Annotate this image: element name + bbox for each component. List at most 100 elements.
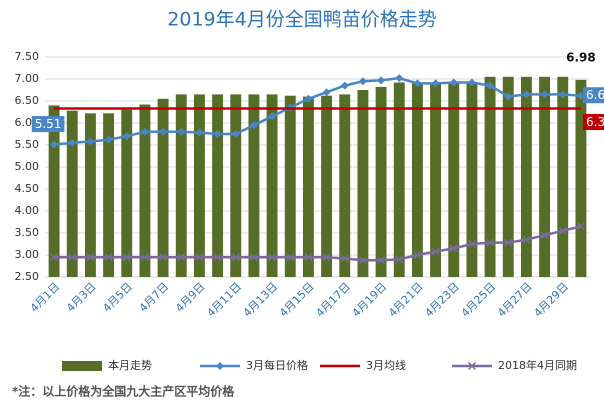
marker xyxy=(268,112,277,121)
marker xyxy=(231,130,240,138)
marker xyxy=(467,361,477,371)
y-tick-label: 2.50 xyxy=(15,270,40,283)
marker xyxy=(522,90,531,99)
y-tick-label: 3.00 xyxy=(15,248,40,261)
marker xyxy=(213,130,222,138)
data-label: 5.51 xyxy=(35,117,62,131)
marker xyxy=(377,256,386,265)
marker xyxy=(395,255,404,264)
bar xyxy=(302,96,314,277)
marker xyxy=(467,78,476,87)
bar xyxy=(248,94,260,278)
bar xyxy=(84,113,96,277)
bar xyxy=(557,76,569,277)
bar xyxy=(339,94,351,278)
y-tick-label: 5.00 xyxy=(15,160,40,173)
marker xyxy=(304,253,313,262)
marker xyxy=(340,81,349,90)
data-label: 6.62 xyxy=(586,88,604,102)
marker xyxy=(413,250,422,260)
bar xyxy=(284,95,296,277)
y-tick-label: 6.50 xyxy=(15,94,40,107)
bar xyxy=(375,86,387,277)
bar xyxy=(121,109,133,277)
bar xyxy=(502,76,514,277)
bar xyxy=(266,94,278,278)
marker xyxy=(540,90,549,99)
marker xyxy=(322,88,331,97)
marker xyxy=(286,253,295,262)
bar xyxy=(448,82,460,278)
bar xyxy=(321,95,333,277)
marker xyxy=(249,253,258,262)
marker xyxy=(540,231,549,240)
marker xyxy=(140,127,149,136)
marker xyxy=(449,78,458,87)
bar xyxy=(157,98,169,277)
bar xyxy=(103,113,115,277)
bar xyxy=(466,82,478,278)
marker xyxy=(358,256,367,265)
bar xyxy=(575,79,587,277)
marker xyxy=(140,253,149,262)
marker xyxy=(159,127,168,136)
bar xyxy=(230,94,242,278)
marker xyxy=(358,77,367,86)
marker xyxy=(195,128,204,137)
data-label: 6.98 xyxy=(566,50,596,64)
y-tick-label: 3.50 xyxy=(15,226,40,239)
marker xyxy=(249,121,258,130)
y-tick-label: 5.50 xyxy=(15,138,40,151)
marker xyxy=(104,253,113,262)
marker xyxy=(50,140,59,149)
bar xyxy=(411,82,423,278)
marker xyxy=(576,222,585,231)
bar xyxy=(66,110,78,278)
marker xyxy=(50,253,59,262)
bar xyxy=(175,94,187,278)
marker xyxy=(68,138,77,147)
bar xyxy=(193,94,205,278)
bar xyxy=(520,76,532,277)
legend-label: 3月每日价格 xyxy=(246,358,308,372)
marker xyxy=(431,79,440,88)
marker xyxy=(522,235,531,244)
marker xyxy=(177,253,186,262)
bar xyxy=(212,94,224,278)
legend-label: 2018年4月同期 xyxy=(498,358,577,372)
y-tick-label: 4.00 xyxy=(15,204,40,217)
marker xyxy=(86,137,95,146)
marker xyxy=(213,253,222,262)
marker xyxy=(395,74,404,83)
legend-swatch xyxy=(62,361,102,371)
data-label: 6.33 xyxy=(586,115,604,129)
line xyxy=(54,225,582,262)
marker xyxy=(486,81,495,90)
data-label-box xyxy=(583,87,604,104)
marker xyxy=(159,253,168,262)
marker xyxy=(195,253,204,262)
marker xyxy=(104,135,113,144)
y-tick-label: 7.50 xyxy=(15,50,40,63)
marker xyxy=(431,247,440,256)
marker xyxy=(86,253,95,262)
marker xyxy=(504,92,513,101)
note: *注：以上价格为全国九大主产区平均价格 xyxy=(12,384,235,399)
marker xyxy=(68,253,77,262)
marker xyxy=(322,253,331,262)
chart-title: 2019年4月份全国鸭苗价格走势 xyxy=(167,9,436,31)
marker xyxy=(122,132,131,141)
y-tick-label: 7.00 xyxy=(15,72,40,85)
marker xyxy=(558,226,567,235)
marker xyxy=(122,253,131,262)
marker xyxy=(340,254,349,263)
marker xyxy=(504,238,513,247)
legend-label: 3月均线 xyxy=(366,358,406,372)
marker xyxy=(304,94,313,103)
marker xyxy=(268,253,277,262)
marker xyxy=(231,253,240,262)
marker xyxy=(413,79,422,88)
marker xyxy=(216,362,224,370)
marker xyxy=(576,91,585,100)
